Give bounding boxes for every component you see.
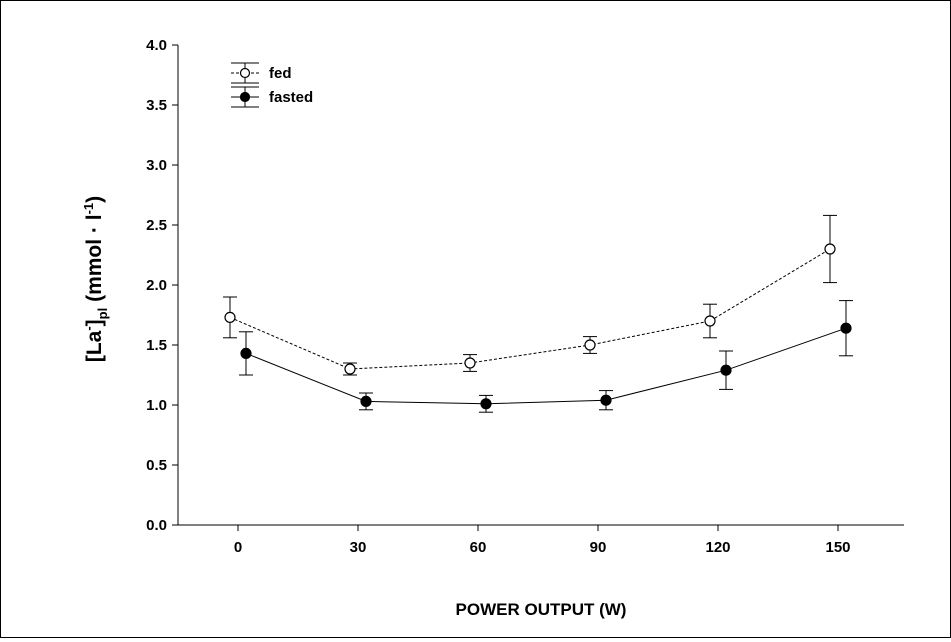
data-point-fasted <box>720 364 732 376</box>
legend: fed fasted <box>231 62 313 108</box>
data-point-fasted <box>840 322 852 334</box>
x-tick-label: 90 <box>590 539 607 556</box>
legend-label: fed <box>269 65 292 82</box>
y-tick-label: 3.0 <box>146 157 167 174</box>
data-point-fasted <box>360 395 372 407</box>
y-axis-label-unit: (mmol · l <box>83 214 106 307</box>
y-tick-label: 1.0 <box>146 397 167 414</box>
y-tick-label: 3.5 <box>146 97 167 114</box>
legend-marker <box>239 67 251 79</box>
series-fasted <box>239 300 853 413</box>
legend-marker <box>239 91 251 103</box>
legend-item-fasted: fasted <box>231 86 313 108</box>
legend-label: fasted <box>269 89 313 106</box>
x-tick-label: 60 <box>470 539 487 556</box>
y-axis-label-subscript: pl <box>95 308 110 320</box>
legend-item-fed: fed <box>231 62 292 84</box>
x-tick-label: 120 <box>705 539 730 556</box>
y-axis-label-close: ) <box>83 196 106 203</box>
x-tick-label: 0 <box>234 539 242 556</box>
data-point-fed <box>824 243 836 255</box>
data-point-fed <box>704 315 716 327</box>
y-axis-label-unit-superscript: -1 <box>81 203 96 215</box>
data-point-fed <box>584 339 596 351</box>
y-tick-label: 2.5 <box>146 217 167 234</box>
data-point-fed <box>344 363 356 375</box>
x-tick-label: 150 <box>825 539 850 556</box>
y-tick-label: 2.0 <box>146 277 167 294</box>
axes: 0.0 0.5 1.0 1.5 2.0 2.5 3.0 3.5 4.0 0 30 60 90 120 150 <box>146 37 904 556</box>
data-point-fasted <box>240 347 252 359</box>
series-line-fasted <box>245 327 847 405</box>
x-tick-label: 30 <box>350 539 367 556</box>
data-point-fasted <box>480 398 492 410</box>
series-line-fed <box>229 248 831 370</box>
data-point-fed <box>464 357 476 369</box>
y-tick-label: 1.5 <box>146 337 167 354</box>
y-axis-label-superscript: - <box>81 326 96 330</box>
series-fed <box>223 214 837 376</box>
y-axis-label-bracket: ] <box>83 319 106 326</box>
y-tick-label: 4.0 <box>146 37 167 54</box>
data-point-fasted <box>600 394 612 406</box>
y-tick-label: 0.0 <box>146 517 167 534</box>
x-axis-label: POWER OUTPUT (W) <box>456 600 627 619</box>
y-axis-label: [La-]pl (mmol · l-1) <box>81 196 110 362</box>
y-axis-label-main: [La <box>83 330 106 362</box>
series-layer <box>223 214 853 413</box>
y-tick-label: 0.5 <box>146 457 167 474</box>
data-point-fed <box>224 311 236 323</box>
